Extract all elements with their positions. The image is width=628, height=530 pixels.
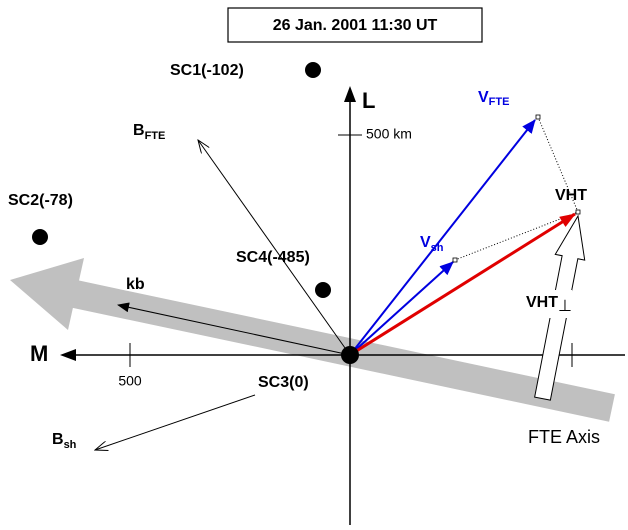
l-axis-label: L [362, 88, 375, 113]
title-box [227, 7, 483, 43]
label-main: VHT [526, 294, 558, 311]
vht-label: VHT [555, 187, 587, 204]
b-sh-label: Bsh [52, 431, 77, 451]
v-sh-vector [349, 261, 454, 356]
spacecraft-dot [315, 282, 331, 298]
spacecraft-dot [305, 62, 321, 78]
m-scale-label: 500 [118, 373, 142, 389]
fte-axis-band [10, 258, 615, 422]
spacecraft-dot [32, 229, 48, 245]
fte-axis-label: FTE Axis [528, 427, 600, 447]
vht-vector [349, 212, 576, 357]
label-sub: sh [431, 242, 444, 254]
origin-dot [341, 346, 359, 364]
v-sh-label: Vsh [420, 234, 444, 254]
dotted-line [537, 116, 579, 213]
label-main: B [133, 122, 145, 139]
spacecraft-label: SC2(-78) [8, 192, 73, 209]
endpoint [535, 114, 541, 120]
kb-label: kb [126, 276, 145, 293]
b-fte-label: BFTE [133, 122, 165, 142]
label-main: V [420, 234, 431, 251]
dotted-line [454, 211, 579, 261]
v-fte-vector [349, 119, 536, 356]
endpoint [452, 257, 458, 263]
l-scale-label: 500 km [366, 126, 412, 142]
spacecraft-label: SC3(0) [258, 374, 309, 391]
endpoint [575, 209, 581, 215]
m-axis-head [60, 349, 76, 361]
title: 26 Jan. 2001 11:30 UT [273, 17, 438, 34]
label-background [522, 290, 572, 318]
kb-vector [117, 302, 351, 356]
l-axis-head [344, 86, 356, 102]
label-sub: ⊥ [558, 298, 572, 315]
label-sub: sh [64, 439, 77, 451]
vht-perp-label: VHT⊥ [526, 294, 572, 315]
spacecraft-label: SC4(-485) [236, 249, 310, 266]
label-sub: FTE [489, 96, 510, 108]
label-main: B [52, 431, 64, 448]
b-fte-vector [198, 140, 351, 356]
spacecraft-label: SC1(-102) [170, 62, 244, 79]
m-axis-label: M [30, 341, 48, 366]
label-sub: FTE [145, 130, 166, 142]
label-main: V [478, 89, 489, 106]
b-sh-vector [95, 394, 256, 450]
v-fte-label: VFTE [478, 89, 509, 108]
